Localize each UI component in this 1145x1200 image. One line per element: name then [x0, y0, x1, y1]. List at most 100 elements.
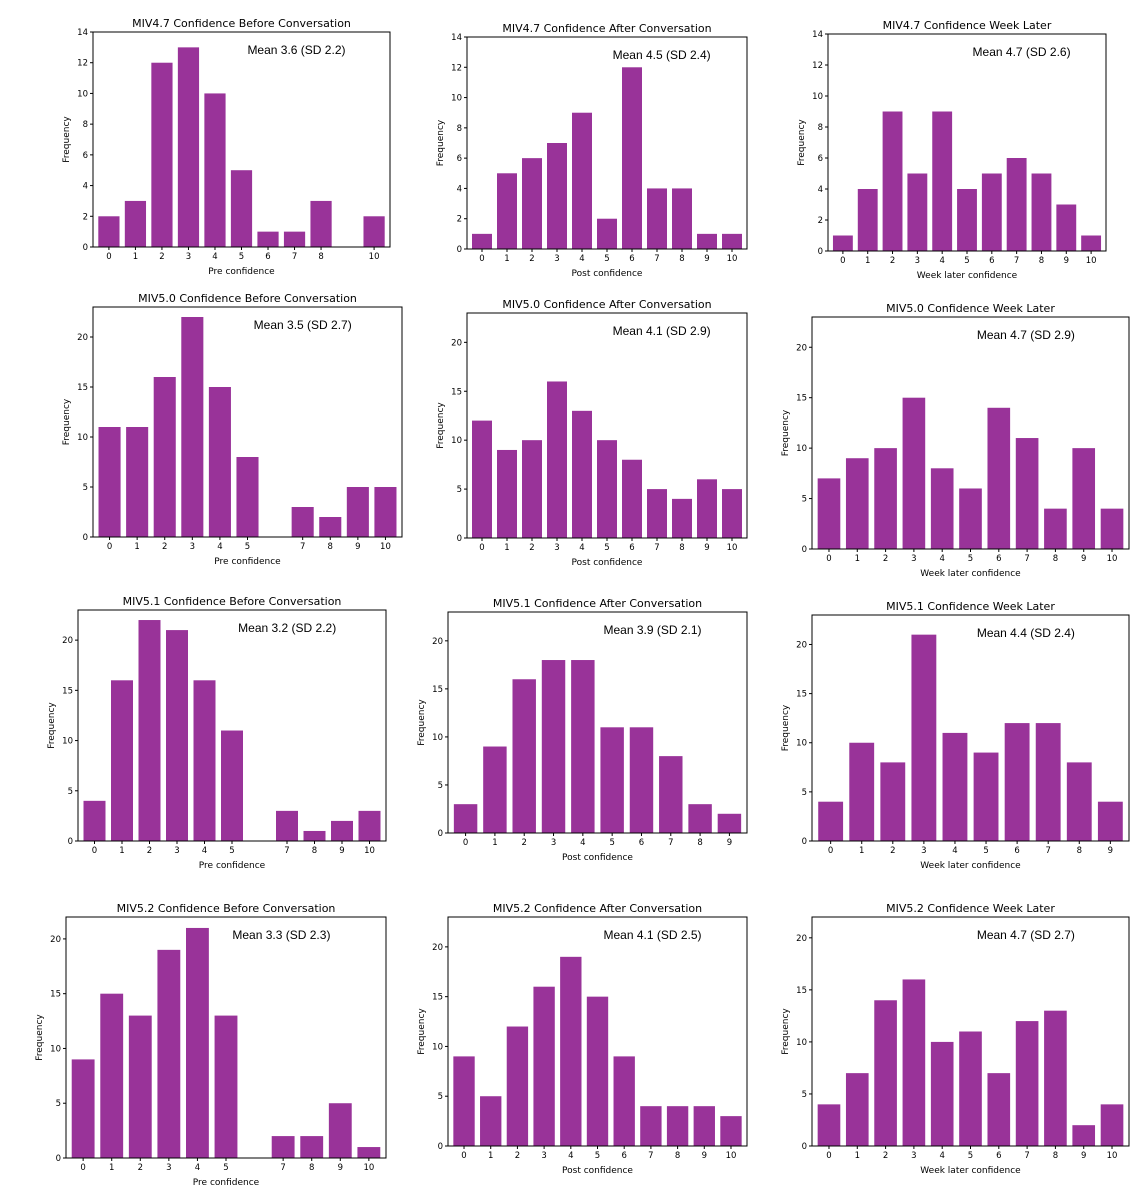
bar — [186, 927, 209, 1158]
bar — [600, 727, 624, 833]
y-tick-label: 2 — [818, 216, 823, 226]
x-tick-label: 4 — [579, 254, 584, 264]
bar — [71, 1059, 95, 1158]
plot-frame — [811, 614, 1130, 842]
x-tick-label: 6 — [629, 543, 634, 553]
x-tick-label: 6 — [996, 554, 1001, 564]
y-axis-label: Frequency — [781, 704, 791, 751]
bar — [647, 489, 667, 538]
bar — [303, 830, 326, 841]
bar — [572, 112, 592, 250]
bar — [358, 810, 381, 841]
x-tick-label: 2 — [883, 1151, 888, 1161]
y-tick-label: 5 — [56, 1099, 61, 1109]
bar — [942, 732, 968, 841]
y-tick-label: 15 — [796, 986, 807, 996]
x-tick-label: 0 — [479, 254, 484, 264]
x-axis-label: Pre confidence — [208, 267, 275, 277]
x-tick-label: 4 — [580, 838, 585, 848]
bar — [672, 188, 692, 249]
x-tick-label: 1 — [855, 1151, 860, 1161]
chart-title: MIV5.1 Confidence Week Later — [886, 600, 1055, 613]
y-tick-label: 20 — [451, 338, 462, 348]
bar — [560, 956, 582, 1146]
y-tick-label: 6 — [457, 154, 462, 164]
chart-title: MIV5.2 Confidence Before Conversation — [117, 902, 336, 915]
bar — [817, 478, 841, 549]
y-tick-label: 10 — [77, 89, 88, 99]
bar — [1100, 1104, 1124, 1146]
chart-title: MIV4.7 Confidence Week Later — [883, 19, 1052, 32]
x-tick-label: 8 — [318, 252, 323, 262]
bar — [208, 387, 231, 537]
x-axis-label: Week later confidence — [920, 569, 1021, 579]
chart-title: MIV5.2 Confidence After Conversation — [493, 902, 702, 915]
x-tick-label: 2 — [529, 543, 534, 553]
x-tick-label: 2 — [890, 846, 895, 856]
x-tick-label: 7 — [300, 542, 305, 552]
x-tick-label: 9 — [1108, 846, 1113, 856]
y-axis-label: Frequency — [62, 398, 72, 445]
y-axis-label: Frequency — [35, 1014, 45, 1061]
bar — [1100, 508, 1124, 549]
y-tick-label: 10 — [796, 739, 807, 749]
x-tick-label: 1 — [859, 846, 864, 856]
y-axis-label: Frequency — [436, 119, 446, 166]
x-tick-label: 9 — [355, 542, 360, 552]
x-tick-label: 4 — [952, 846, 957, 856]
x-tick-label: 5 — [609, 838, 614, 848]
bar — [720, 1116, 742, 1146]
x-tick-label: 8 — [1053, 554, 1058, 564]
bar — [911, 634, 937, 841]
bar — [659, 756, 683, 833]
y-tick-label: 15 — [432, 685, 443, 695]
x-tick-label: 4 — [212, 252, 217, 262]
bar — [849, 742, 875, 841]
y-tick-label: 5 — [802, 788, 807, 798]
bar — [959, 1031, 982, 1146]
x-tick-label: 0 — [80, 1163, 85, 1173]
x-tick-label: 4 — [579, 543, 584, 553]
bar — [276, 810, 298, 841]
x-tick-label: 5 — [968, 1151, 973, 1161]
bar — [622, 459, 642, 538]
x-tick-label: 4 — [217, 542, 222, 552]
y-axis-label: Frequency — [62, 116, 72, 163]
y-tick-label: 10 — [796, 1038, 807, 1048]
x-tick-label: 10 — [364, 846, 375, 856]
bar — [533, 986, 555, 1146]
y-tick-label: 8 — [457, 124, 462, 134]
bar — [300, 1136, 324, 1158]
bar — [236, 457, 259, 537]
bar — [597, 440, 617, 538]
bar — [283, 231, 306, 247]
x-tick-label: 1 — [492, 838, 497, 848]
y-tick-label: 10 — [50, 1044, 61, 1054]
x-tick-label: 5 — [239, 252, 244, 262]
bar — [522, 440, 542, 538]
x-tick-label: 10 — [1086, 256, 1097, 266]
y-tick-label: 14 — [451, 33, 462, 43]
bar — [151, 62, 173, 248]
x-tick-label: 6 — [621, 1151, 626, 1161]
y-tick-label: 20 — [77, 333, 88, 343]
bar — [845, 1073, 869, 1146]
bar — [319, 517, 342, 537]
x-tick-label: 3 — [174, 846, 179, 856]
bar — [882, 111, 903, 251]
chart-title: MIV5.0 Confidence Before Conversation — [138, 292, 357, 305]
chart-title: MIV5.0 Confidence After Conversation — [502, 298, 711, 311]
y-tick-label: 20 — [796, 934, 807, 944]
x-tick-label: 6 — [1014, 846, 1019, 856]
y-tick-label: 6 — [818, 154, 823, 164]
x-tick-label: 0 — [826, 1151, 831, 1161]
x-tick-label: 5 — [968, 554, 973, 564]
x-tick-label: 9 — [702, 1151, 707, 1161]
x-tick-label: 5 — [223, 1163, 228, 1173]
x-axis-label: Pre confidence — [214, 557, 281, 567]
mean-sd-annotation: Mean 3.3 (SD 2.3) — [232, 928, 330, 942]
y-tick-label: 0 — [802, 837, 807, 847]
x-tick-label: 2 — [529, 254, 534, 264]
mean-sd-annotation: Mean 3.2 (SD 2.2) — [238, 621, 336, 635]
